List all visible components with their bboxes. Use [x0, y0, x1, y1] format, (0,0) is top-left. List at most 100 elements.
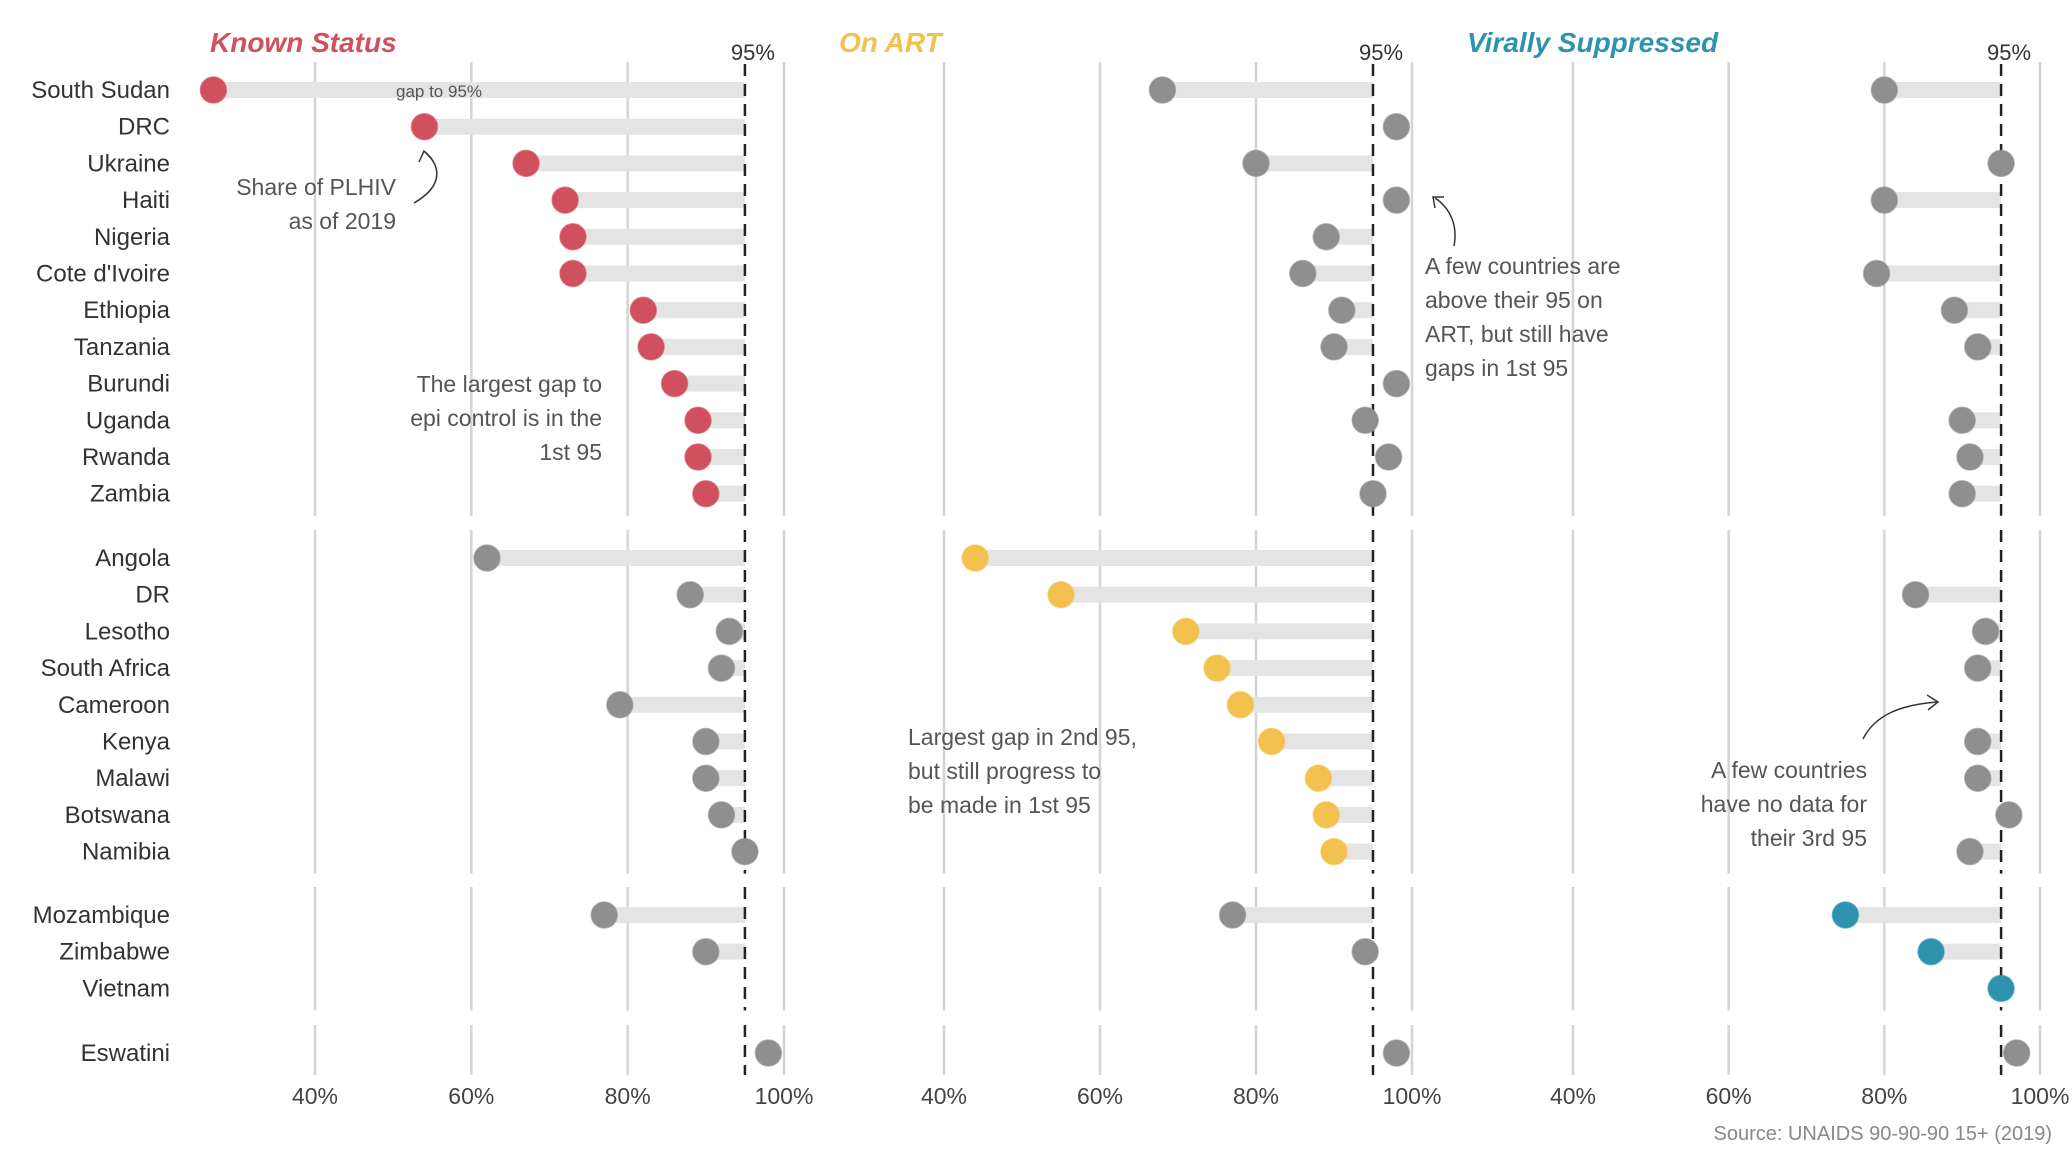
value-dot: [1172, 617, 1200, 646]
value-dot: [1987, 974, 2015, 1003]
gap-bar: [975, 550, 1373, 566]
value-dot: [1382, 369, 1411, 398]
value-dot: [1963, 727, 1992, 756]
value-dot: [1971, 617, 2000, 646]
gap-bar: [526, 155, 745, 172]
value-dot: [1289, 259, 1317, 288]
annotation-line: be made in 1st 95: [908, 792, 1091, 818]
value-dot: [1320, 333, 1348, 361]
value-dot: [1948, 479, 1976, 508]
annotation-above-95-on-art: A few countries are above their 95 on AR…: [1425, 196, 1621, 381]
value-dot: [1328, 296, 1356, 324]
source-note: Source: UNAIDS 90-90-90 15+ (2019): [1713, 1123, 2052, 1145]
country-label: Vietnam: [82, 975, 170, 1002]
value-dot: [1963, 764, 1992, 792]
value-dot: [1995, 801, 2023, 829]
gap-bar: [604, 907, 745, 923]
value-dot: [707, 801, 736, 829]
annotation-arrow-icon: [413, 151, 438, 204]
country-label: Botswana: [65, 802, 171, 829]
gap-bar: [1217, 660, 1373, 677]
gap-bar: [565, 192, 745, 209]
country-label: DRC: [118, 114, 170, 141]
country-label: Haiti: [122, 187, 170, 214]
gap-bar: [572, 265, 745, 282]
country-labels: 95% 95% 95% South Sudan DRC Ukraine Haiti Niger…: [31, 40, 2031, 1067]
annotation-line: ART, but still have: [1425, 321, 1609, 347]
value-dot: [637, 333, 665, 361]
value-dot: [692, 479, 720, 508]
value-dot: [1956, 837, 1984, 866]
country-label: Zambia: [90, 481, 171, 508]
value-dot: [1218, 901, 1247, 929]
value-dot: [1226, 691, 1255, 719]
value-dot: [684, 406, 712, 435]
arrowhead-icon: [1926, 694, 1940, 711]
gap-bars: [213, 82, 2002, 960]
value-dot: [1963, 333, 1992, 361]
annotation-line: epi control is in the: [410, 405, 602, 431]
gap-bar: [213, 82, 745, 98]
panel-title-virally-suppressed: Virally Suppressed: [1467, 27, 1719, 58]
x-tick-label: 60%: [1077, 1083, 1123, 1109]
value-dot: [1312, 223, 1340, 251]
x-tick-label: 80%: [605, 1083, 651, 1109]
annotation-no-data-3rd95: A few countries have no data for their 3…: [1701, 694, 1940, 851]
x-tick-label: 60%: [1706, 1083, 1752, 1109]
x-tick-label: 40%: [921, 1083, 967, 1109]
annotation-line: The largest gap to: [417, 371, 602, 397]
gap-bar: [486, 550, 745, 566]
value-dot: [1148, 76, 1177, 104]
value-dot: [692, 937, 720, 966]
value-dot: [551, 186, 579, 214]
value-dot: [1940, 296, 1969, 324]
panel-title-known-status: Known Status: [210, 27, 397, 58]
value-dot: [1359, 479, 1387, 508]
value-dot: [754, 1039, 783, 1067]
value-dot: [1203, 654, 1231, 682]
value-dot: [410, 112, 439, 141]
country-label: Cameroon: [58, 692, 170, 719]
value-dot: [1948, 406, 1976, 435]
annotation-arrow-icon: [1434, 197, 1456, 247]
value-dot: [1304, 764, 1333, 792]
x-tick-label: 80%: [1233, 1083, 1279, 1109]
x-tick-label: 40%: [292, 1083, 338, 1109]
country-label: Rwanda: [82, 444, 171, 471]
gap-bar: [643, 302, 745, 319]
value-dot: [676, 580, 704, 609]
country-label: Eswatini: [81, 1040, 170, 1067]
value-dot: [1382, 1039, 1411, 1067]
value-dot: [1870, 186, 1899, 214]
gap-bar: [1256, 155, 1373, 172]
value-dot: [1987, 149, 2015, 178]
gap-bar: [1876, 265, 2002, 282]
gap-bar: [1162, 82, 1373, 98]
value-dot: [1257, 727, 1286, 756]
value-dot: [684, 443, 712, 471]
annotation-share-plhiv: Share of PLHIV as of 2019: [236, 149, 438, 234]
value-dot: [1901, 580, 1930, 609]
value-dot: [1963, 654, 1992, 682]
value-dot: [1956, 443, 1984, 471]
gap-bar: [424, 118, 745, 135]
gap-bar: [1240, 696, 1373, 713]
country-label: Kenya: [102, 729, 171, 756]
country-label: Malawi: [95, 765, 170, 792]
annotation-largest-gap-1st95: The largest gap to epi control is in the…: [410, 371, 602, 465]
gap-bar: [1232, 907, 1373, 923]
annotation-line: above their 95 on: [1425, 287, 1603, 313]
country-label: Cote d'Ivoire: [36, 261, 170, 288]
value-dot: [1312, 801, 1340, 829]
value-dot: [590, 901, 618, 929]
annotation-largest-gap-2nd95: Largest gap in 2nd 95, but still progres…: [908, 724, 1137, 818]
value-dot: [731, 837, 759, 866]
value-dot: [1382, 186, 1411, 214]
gap-bar: [1884, 82, 2002, 98]
country-label: South Sudan: [31, 77, 170, 104]
x-axis-ticks: 40% 60% 80% 100% 40% 60% 80% 100% 40% 60% 80% 100%: [292, 1083, 2069, 1109]
country-label: Lesotho: [85, 618, 170, 645]
x-tick-label: 40%: [1550, 1083, 1596, 1109]
value-dot: [1320, 837, 1348, 866]
value-dots: [199, 76, 2031, 1067]
